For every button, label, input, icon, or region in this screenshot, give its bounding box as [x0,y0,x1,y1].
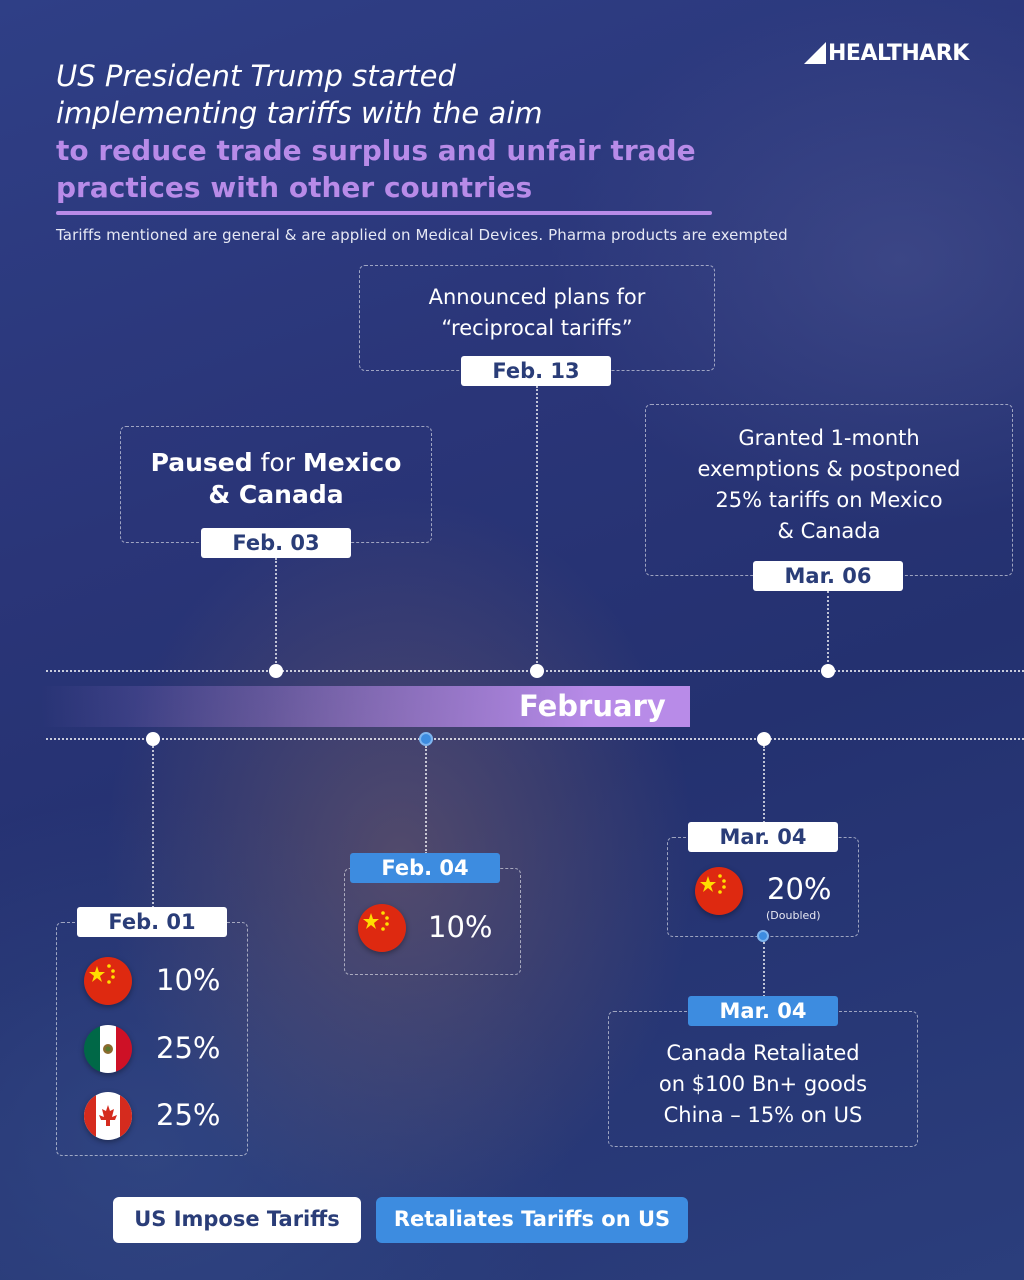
feb-01-china-rate: 10% [156,963,221,997]
date-tag-feb-13: Feb. 13 [461,356,611,386]
headline-line-2: implementing tariffs with the aim [56,96,543,130]
logo-mark-icon [804,42,826,64]
date-tag-mar-04-retaliation: Mar. 04 [688,996,838,1026]
mexico-flag-icon [84,1025,132,1073]
event-box-feb-03: Paused for Mexico & Canada [120,426,432,543]
date-tag-feb-01: Feb. 01 [77,907,227,937]
connector-feb-04 [425,746,427,854]
event-box-feb-13: Announced plans for “reciprocal tariffs” [359,265,715,371]
legend-retaliates-tariffs: Retaliates Tariffs on US [376,1197,688,1243]
retaliation-line-3: China – 15% on US [663,1103,863,1127]
connector-mar-06 [827,591,829,670]
exemption-note: Tariffs mentioned are general & are appl… [56,226,788,244]
feb-01-mexico-rate: 25% [156,1031,221,1065]
brand-logo: HEALTHARK [804,38,969,68]
event-mar-06-line-4: & Canada [777,519,881,543]
date-tag-feb-03: Feb. 03 [201,528,351,558]
feb-01-canada-rate: 25% [156,1098,221,1132]
event-feb-13-line-2: “reciprocal tariffs” [441,316,633,340]
date-tag-mar-04: Mar. 04 [688,822,838,852]
timeline-dot-feb-04 [419,732,433,746]
date-tag-mar-06: Mar. 06 [753,561,903,591]
event-feb-03-for: for [252,448,303,477]
brand-name: HEALTHARK [828,40,969,66]
event-box-mar-04-retaliation: Canada Retaliated on $100 Bn+ goods Chin… [608,1011,918,1147]
timeline-dot-mar-04 [757,732,771,746]
event-box-mar-06: Granted 1-month exemptions & postponed 2… [645,404,1013,576]
event-feb-03-canada: & Canada [208,480,344,509]
date-tag-feb-04: Feb. 04 [350,853,500,883]
timeline-dot-feb-13 [530,664,544,678]
legend-us-impose-tariffs: US Impose Tariffs [113,1197,361,1243]
china-flag-icon [695,867,743,915]
month-band [40,686,690,727]
canada-flag-icon [84,1092,132,1140]
headline-line-4: practices with other countries [56,171,533,204]
timeline-lower-line [46,738,1024,740]
headline-underline [56,211,712,215]
headline: US President Trump started implementing … [56,58,756,206]
timeline-dot-feb-01 [146,732,160,746]
event-mar-06-line-1: Granted 1-month [738,426,920,450]
event-feb-03-text: Paused for Mexico & Canada [121,447,431,511]
retaliation-line-1: Canada Retaliated [666,1041,860,1065]
connector-feb-01 [152,746,154,908]
headline-line-3: to reduce trade surplus and unfair trade [56,134,696,167]
timeline-dot-mar-06 [821,664,835,678]
china-flag-icon [84,957,132,1005]
event-feb-13-line-1: Announced plans for [428,285,646,309]
event-feb-03-mexico: Mexico [302,448,402,477]
feb-04-china-rate: 10% [428,910,493,944]
headline-line-1: US President Trump started [56,59,456,93]
event-mar-06-line-3: 25% tariffs on Mexico [715,488,943,512]
mar-04-retaliation-dot [757,930,769,942]
month-label: February [519,689,666,723]
connector-mar-04 [763,746,765,823]
retaliation-line-2: on $100 Bn+ goods [658,1072,868,1096]
event-feb-03-paused: Paused [150,448,253,477]
connector-feb-13 [536,386,538,670]
mar-04-china-rate: 20% [767,872,832,906]
china-flag-icon [358,904,406,952]
mar-04-doubled-note: (Doubled) [766,909,821,922]
connector-mar-04-retaliation [763,942,765,997]
event-mar-06-line-2: exemptions & postponed [697,457,961,481]
connector-feb-03 [275,558,277,670]
timeline-dot-feb-03 [269,664,283,678]
